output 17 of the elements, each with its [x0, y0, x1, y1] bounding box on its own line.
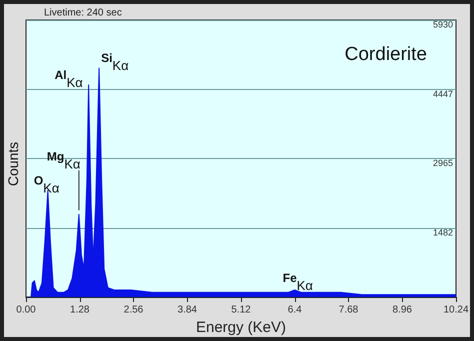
x-tick-label: 1.28	[70, 304, 90, 316]
x-tick-label: 6.4	[288, 304, 302, 316]
x-tick-label: 7.68	[338, 304, 359, 316]
x-tick-label: 3.84	[178, 304, 198, 316]
x-axis-title: Energy (KeV)	[196, 318, 286, 336]
x-tick-label: 10.24	[443, 304, 469, 316]
text: Cordierite	[344, 44, 428, 65]
y-tick-label: 5930	[432, 20, 453, 30]
x-tick-label: 5.12	[231, 304, 252, 316]
x-tick-label: 0.00	[16, 304, 36, 316]
y-tick-label: 2965	[432, 158, 453, 168]
text: Livetime: 240 sec	[44, 8, 122, 18]
y-tick-label: 1482	[432, 227, 453, 238]
y-tick-label: 4447	[432, 88, 453, 99]
x-tick-label: 2.56	[124, 304, 144, 316]
y-axis-title: Counts	[5, 142, 21, 186]
x-tick-label: 8.96	[392, 304, 412, 316]
